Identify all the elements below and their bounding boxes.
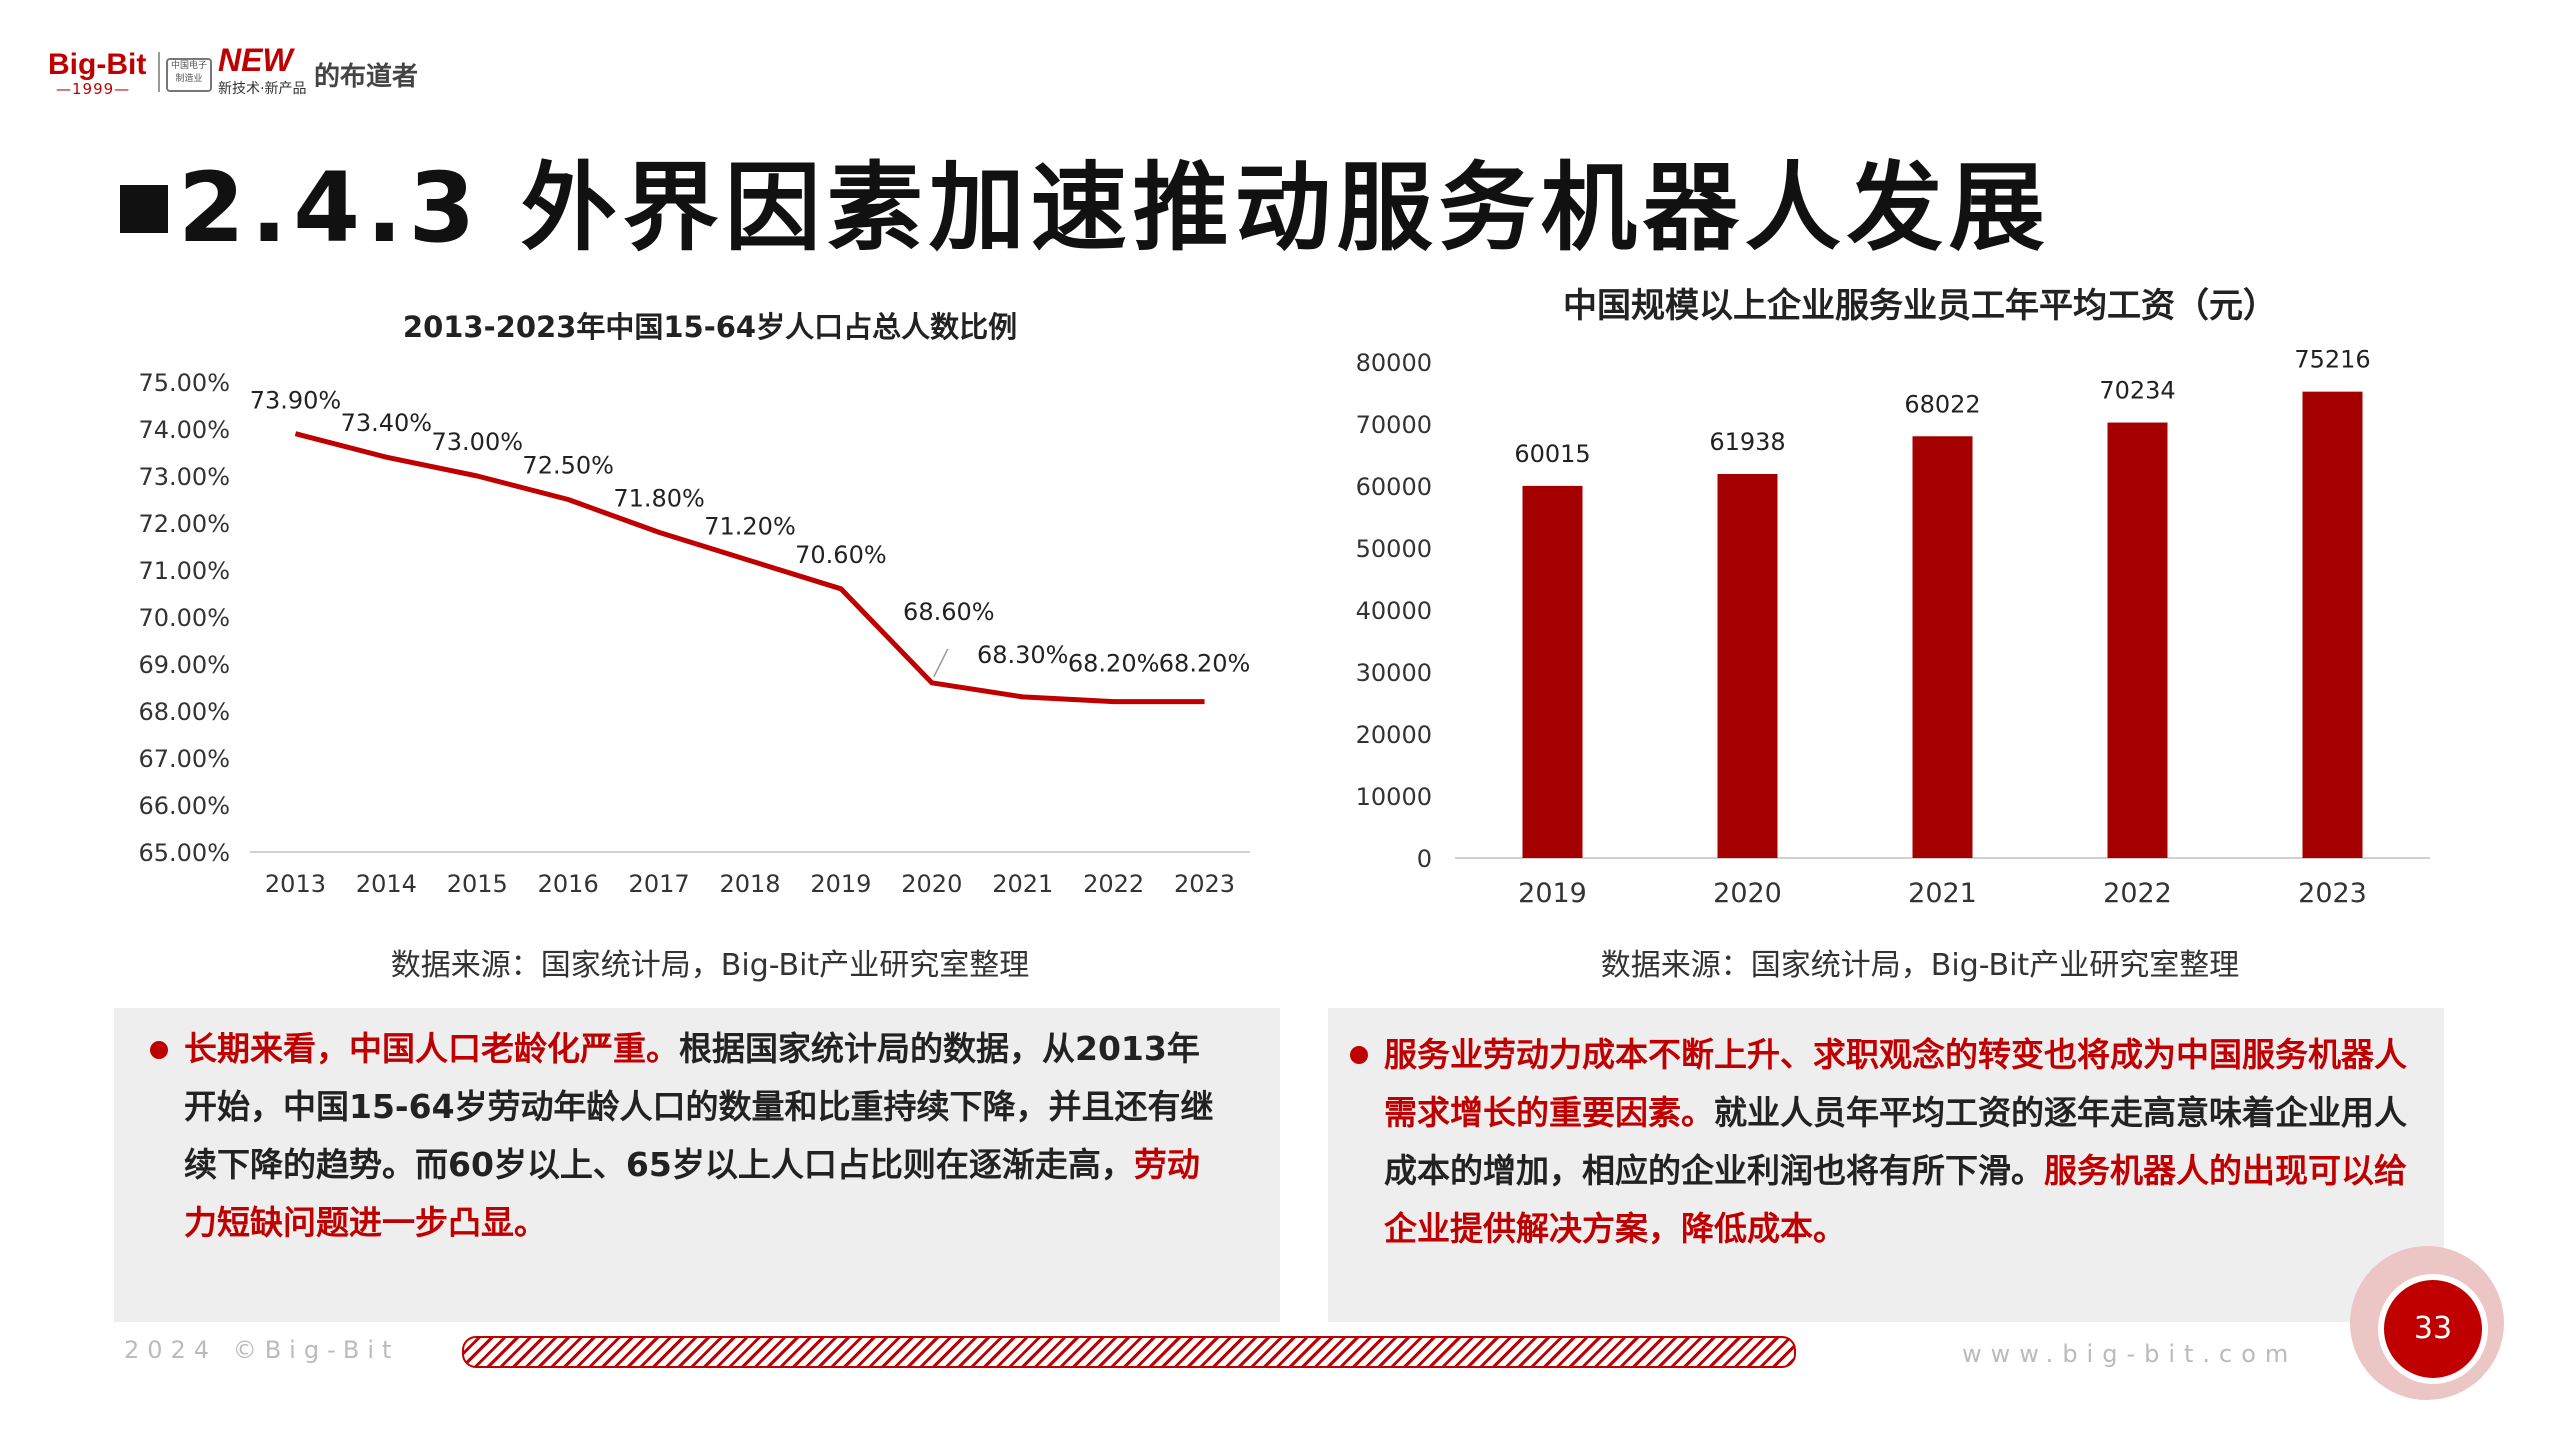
x-tick-label: 2017 (629, 870, 690, 898)
data-label: 70.60% (795, 541, 887, 569)
line-chart-source: 数据来源：国家统计局，Big-Bit产业研究室整理 (390, 948, 1030, 983)
left-line3-text: 续下降的趋势。而60岁以上、65岁以上人口占比则在逐渐走高， (184, 1145, 1134, 1184)
y-tick-label: 67.00% (138, 745, 230, 773)
data-label: 71.80% (613, 484, 705, 512)
data-label: 68.60% (903, 598, 995, 626)
x-tick-label: 2019 (810, 870, 871, 898)
x-tick-label: 2023 (2298, 878, 2367, 909)
bar-chart: 0 10000 20000 30000 40000 50000 60000 70000 8000… (1356, 346, 2430, 909)
y-tick-label: 69.00% (138, 651, 230, 679)
right-text-box: 服务业劳动力成本不断上升、求职观念的转变也将成为中国服务机器人 需求增长的重要因… (1328, 1008, 2444, 1322)
left-paragraph: 长期来看，中国人口老龄化严重。根据国家统计局的数据，从2013年 开始，中国15… (184, 1020, 1264, 1252)
title-square-icon (120, 185, 168, 233)
y-tick-label: 70.00% (138, 604, 230, 632)
line-chart: 65.00% 66.00% 67.00% 68.00% 69.00% 70.00% 71.0… (138, 369, 1251, 898)
y-tick-label: 74.00% (138, 416, 230, 444)
y-tick-label: 68.00% (138, 698, 230, 726)
y-tick-label: 66.00% (138, 792, 230, 820)
page-title: 2.4.3 外界因素加速推动服务机器人发展 (120, 130, 2051, 269)
line-chart-title: 2013-2023年中国15-64岁人口占总人数比例 (402, 310, 1018, 344)
data-label: 73.90% (250, 387, 342, 415)
y-tick-label: 65.00% (138, 839, 230, 867)
right-line1-highlight: 服务业劳动力成本不断上升、求职观念的转变也将成为中国服务机器人 (1384, 1035, 2407, 1074)
x-tick-label: 2021 (1908, 878, 1977, 909)
logo-new-sub: 新技术·新产品 (218, 81, 307, 97)
x-tick-label: 2020 (901, 870, 962, 898)
data-label: 68.30% (977, 641, 1069, 669)
y-tick-label: 71.00% (138, 557, 230, 585)
bullet-icon (150, 1041, 168, 1059)
logo-year: —1999— (56, 80, 131, 98)
data-label: 68.20% (1159, 650, 1251, 678)
x-tick-label: 2022 (2103, 878, 2172, 909)
left-line2-text: 开始，中国15-64岁劳动年龄人口的数量和比重持续下降，并且还有继 (184, 1087, 1214, 1126)
x-tick-label: 2020 (1713, 878, 1782, 909)
footer-website: www.big-bit.com (1962, 1340, 2298, 1368)
label-leader-line (933, 648, 949, 678)
right-line2-text: 就业人员年平均工资的逐年走高意味着企业用人 (1714, 1093, 2407, 1132)
page-number: 33 (2413, 1311, 2453, 1346)
y-tick-label: 80000 (1356, 349, 1432, 377)
data-label: 68.20% (1068, 650, 1160, 678)
left-line1-highlight: 长期来看，中国人口老龄化严重。 (184, 1029, 679, 1068)
x-tick-label: 2015 (447, 870, 508, 898)
left-line3-highlight: 劳动 (1133, 1145, 1200, 1184)
data-label: 75216 (2294, 346, 2370, 374)
logo-divider (158, 52, 160, 92)
logo-brand: Big-Bit (48, 48, 147, 81)
logo-new: NEW (218, 42, 293, 78)
y-tick-label: 72.00% (138, 510, 230, 538)
y-tick-label: 0 (1417, 845, 1432, 873)
y-tick-label: 60000 (1356, 473, 1432, 501)
y-tick-label: 75.00% (138, 369, 230, 397)
right-line3-highlight: 服务机器人的出现可以给 (2044, 1151, 2407, 1190)
y-tick-label: 50000 (1356, 535, 1432, 563)
page-number-circle (2378, 1274, 2488, 1384)
x-tick-label: 2013 (265, 870, 326, 898)
x-tick-label: 2023 (1174, 870, 1235, 898)
left-text-box: 长期来看，中国人口老龄化严重。根据国家统计局的数据，从2013年 开始，中国15… (114, 1008, 1280, 1322)
brand-logo: Big-Bit —1999— 中国电子制造业 NEW 新技术·新产品 的布道者 (40, 38, 440, 102)
left-line1-text: 根据国家统计局的数据，从2013年 (679, 1029, 1200, 1068)
logo-slogan: 的布道者 (314, 62, 419, 92)
x-tick-label: 2022 (1083, 870, 1144, 898)
logo-badge: 中国电子制造业 (166, 58, 212, 92)
right-line3-text: 成本的增加，相应的企业利润也将有所下滑。 (1384, 1151, 2044, 1190)
bar-chart-title: 中国规模以上企业服务业员工年平均工资（元） (1563, 286, 2277, 326)
footer-copyright: 2024 ©Big-Bit (124, 1336, 400, 1364)
bar (2107, 422, 2168, 858)
data-label: 60015 (1514, 440, 1590, 468)
footer-stripe (462, 1336, 1796, 1368)
bar (1717, 473, 1778, 858)
data-label: 61938 (1709, 428, 1785, 456)
data-label: 70234 (2099, 377, 2175, 405)
y-tick-label: 20000 (1356, 721, 1432, 749)
data-label: 71.20% (704, 513, 796, 541)
x-tick-label: 2018 (719, 870, 780, 898)
bar-chart-source: 数据来源：国家统计局，Big-Bit产业研究室整理 (1600, 948, 2240, 983)
data-label: 73.40% (341, 409, 433, 437)
bullet-icon (1350, 1046, 1368, 1064)
y-tick-label: 30000 (1356, 659, 1432, 687)
x-tick-label: 2016 (538, 870, 599, 898)
bar (1522, 485, 1583, 858)
x-tick-label: 2021 (992, 870, 1053, 898)
y-tick-label: 70000 (1356, 411, 1432, 439)
data-label: 68022 (1904, 390, 1980, 418)
bar (1912, 436, 1973, 858)
x-tick-label: 2014 (356, 870, 417, 898)
y-tick-label: 73.00% (138, 463, 230, 491)
bar (2302, 391, 2363, 858)
page-title-text: 2.4.3 外界因素加速推动服务机器人发展 (178, 152, 2051, 264)
data-label: 73.00% (432, 428, 524, 456)
data-label: 72.50% (522, 452, 614, 480)
right-paragraph: 服务业劳动力成本不断上升、求职观念的转变也将成为中国服务机器人 需求增长的重要因… (1384, 1026, 2434, 1258)
right-line4-highlight: 企业提供解决方案，降低成本。 (1384, 1209, 1846, 1248)
left-line4-highlight: 力短缺问题进一步凸显。 (184, 1203, 547, 1242)
right-line2-highlight: 需求增长的重要因素。 (1384, 1093, 1714, 1132)
y-tick-label: 40000 (1356, 597, 1432, 625)
y-tick-label: 10000 (1356, 783, 1432, 811)
x-tick-label: 2019 (1518, 878, 1587, 909)
